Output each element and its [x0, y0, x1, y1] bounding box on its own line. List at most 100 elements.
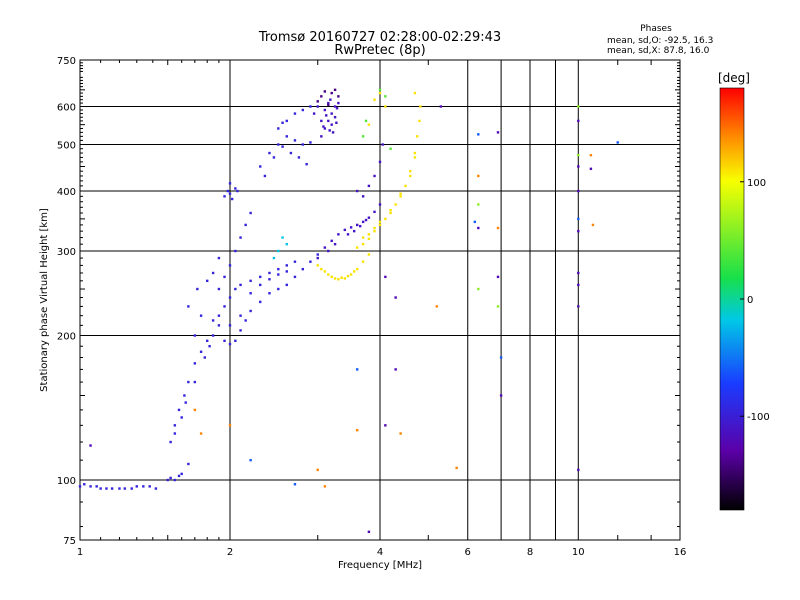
- data-point: [320, 95, 323, 98]
- data-point: [327, 101, 330, 105]
- data-point: [285, 264, 288, 267]
- data-point: [277, 249, 280, 253]
- data-point: [193, 408, 197, 412]
- data-point: [199, 350, 203, 353]
- data-point: [316, 105, 319, 108]
- data-point: [355, 189, 359, 193]
- data-point: [378, 88, 382, 92]
- data-point: [293, 483, 297, 486]
- data-point: [110, 487, 114, 490]
- data-point: [367, 184, 371, 188]
- data-point: [413, 156, 417, 159]
- data-point: [367, 123, 371, 126]
- x-tick-labels: 1 2 4 6 8 10 16: [77, 547, 687, 558]
- data-point: [78, 485, 82, 488]
- data-point: [208, 345, 211, 348]
- data-point: [577, 305, 580, 308]
- data-point: [337, 101, 340, 105]
- data-point: [277, 267, 280, 271]
- data-point: [577, 154, 580, 157]
- data-point: [205, 339, 209, 343]
- data-point: [83, 483, 86, 486]
- data-point: [234, 339, 237, 343]
- data-point: [249, 211, 252, 215]
- data-point: [285, 242, 288, 246]
- colorbar-tick-label: -100: [747, 412, 770, 423]
- data-point: [577, 119, 580, 123]
- data-point: [309, 105, 312, 108]
- x-tick-label: 16: [674, 547, 687, 558]
- data-point: [378, 160, 382, 164]
- data-point: [435, 305, 438, 308]
- data-point: [259, 283, 262, 287]
- data-points: [78, 88, 619, 534]
- data-point: [323, 246, 327, 249]
- stats-o-mode: mean, sd,O: -92.5, 16.3: [607, 36, 713, 46]
- data-point: [322, 125, 325, 128]
- data-point: [239, 283, 242, 287]
- data-point: [330, 123, 333, 126]
- data-point: [320, 119, 323, 123]
- data-point: [349, 226, 353, 229]
- data-point: [184, 401, 187, 404]
- data-point: [330, 239, 333, 243]
- colorbar-tick-label: 0: [747, 295, 753, 306]
- data-point: [203, 356, 206, 359]
- data-point: [439, 105, 443, 108]
- data-point: [272, 156, 276, 159]
- data-point: [249, 458, 252, 462]
- data-point: [384, 217, 387, 221]
- x-tick-label: 4: [377, 547, 383, 558]
- data-point: [289, 151, 293, 155]
- data-point: [589, 167, 593, 171]
- data-point: [169, 476, 172, 480]
- data-point: [361, 135, 365, 138]
- data-point: [413, 151, 417, 155]
- data-point: [89, 485, 92, 488]
- data-point: [268, 292, 271, 295]
- data-point: [333, 277, 337, 280]
- data-point: [358, 224, 362, 228]
- data-point: [455, 466, 458, 470]
- data-point: [234, 287, 237, 291]
- data-point: [367, 530, 371, 534]
- data-point: [228, 264, 232, 267]
- data-point: [367, 233, 371, 236]
- data-point: [323, 108, 327, 112]
- data-point: [577, 189, 580, 193]
- data-point: [177, 474, 181, 478]
- data-point: [378, 203, 382, 206]
- data-point: [496, 305, 500, 308]
- data-point: [89, 444, 92, 447]
- data-point: [384, 424, 387, 427]
- stats-title: Phases: [640, 24, 672, 34]
- data-point: [239, 314, 242, 317]
- data-point: [173, 478, 177, 482]
- data-point: [477, 133, 480, 136]
- data-point: [364, 119, 368, 123]
- data-point: [211, 271, 215, 275]
- data-point: [285, 283, 288, 287]
- data-point: [301, 108, 305, 112]
- data-point: [384, 95, 387, 98]
- axis-ticks: [80, 60, 680, 540]
- data-point: [378, 91, 382, 95]
- data-point: [323, 485, 327, 488]
- data-point: [239, 236, 242, 239]
- data-point: [316, 468, 319, 472]
- data-point: [277, 143, 280, 146]
- data-point: [577, 283, 580, 287]
- data-point: [228, 182, 232, 185]
- data-point: [217, 314, 221, 317]
- data-point: [95, 485, 98, 488]
- data-point: [477, 287, 480, 291]
- data-point: [187, 305, 190, 308]
- data-point: [343, 228, 347, 232]
- x-tick-label: 1: [77, 547, 83, 558]
- data-point: [355, 429, 359, 432]
- y-tick-label: 75: [63, 536, 76, 547]
- data-point: [196, 287, 199, 291]
- data-point: [293, 260, 297, 263]
- data-point: [577, 229, 580, 233]
- data-point: [330, 91, 333, 95]
